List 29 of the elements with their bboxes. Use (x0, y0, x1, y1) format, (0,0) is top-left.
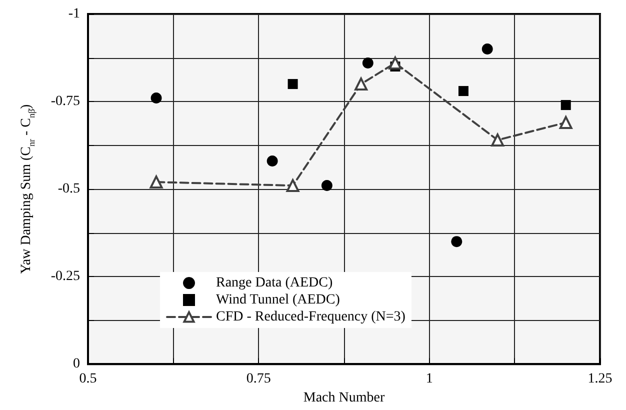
y-tick-label: 0 (73, 356, 80, 372)
y-tick-label: -0.25 (50, 269, 80, 284)
legend-label: Wind Tunnel (AEDC) (216, 292, 340, 308)
point (321, 180, 332, 192)
point (150, 176, 163, 189)
x-tick-label: 0.5 (79, 372, 97, 387)
point (288, 79, 298, 90)
y-tick-label: -0.5 (58, 182, 80, 197)
y-tick-label: -0.75 (50, 94, 80, 110)
point (560, 100, 571, 110)
legend-label: CFD - Reduced-Frequency (N=3) (216, 310, 406, 324)
x-tick-label: 1.25 (588, 372, 612, 387)
point (491, 134, 504, 147)
point (150, 92, 162, 104)
point (362, 58, 374, 69)
y-tick-label: -1 (68, 6, 80, 22)
point (482, 44, 493, 55)
point (354, 78, 368, 91)
x-axis-title: Mach Number (303, 390, 385, 406)
point (451, 236, 462, 248)
point (388, 56, 402, 70)
point (458, 86, 468, 96)
point (266, 156, 278, 167)
point (559, 116, 572, 130)
x-tick-label: 1 (426, 372, 433, 387)
y-axis-title: Yaw Damping Sum (Cnr - Cnβ̇) (19, 104, 36, 274)
point (286, 179, 300, 192)
x-tick-label: 0.75 (246, 372, 271, 387)
legend-label: Range Data (AEDC) (216, 276, 333, 290)
